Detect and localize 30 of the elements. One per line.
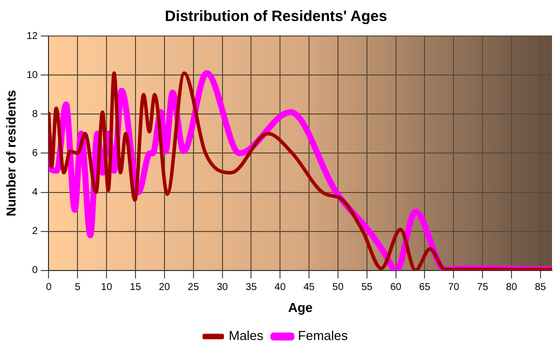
x-tick-label: 55 <box>361 282 373 294</box>
x-axis-title: Age <box>288 300 313 315</box>
x-tick-label: 35 <box>246 282 258 294</box>
x-tick-label: 65 <box>419 282 431 294</box>
x-tick-label: 5 <box>74 282 81 294</box>
x-tick-label: 20 <box>158 282 170 294</box>
x-tick-label: 10 <box>101 282 113 294</box>
x-tick-label: 85 <box>534 282 546 294</box>
x-tick-label: 25 <box>188 282 200 294</box>
x-tick-label: 15 <box>130 282 142 294</box>
x-tick-label: 75 <box>477 282 489 294</box>
x-tick-label: 60 <box>390 282 402 294</box>
x-tick-label: 45 <box>303 282 316 294</box>
y-tick-label: 8 <box>32 108 38 120</box>
y-tick-label: 0 <box>32 265 38 276</box>
y-tick-label: 10 <box>26 70 38 81</box>
x-tick-label: 40 <box>274 282 286 294</box>
x-tick-label: 30 <box>216 282 228 294</box>
legend-label: Males <box>228 328 264 344</box>
legend-label: Females <box>298 328 348 344</box>
y-axis-title: Number of residents <box>3 90 18 216</box>
x-tick-label: 70 <box>448 282 460 294</box>
x-tick-label: 50 <box>332 282 344 294</box>
chart-title: Distribution of Residents' Ages <box>164 8 388 26</box>
y-tick-label: 12 <box>26 30 38 42</box>
x-tick-label: 0 <box>46 282 52 294</box>
y-tick-label: 4 <box>32 187 38 198</box>
y-tick-label: 6 <box>32 148 38 159</box>
x-tick-label: 80 <box>506 282 518 294</box>
y-tick-label: 2 <box>32 226 38 238</box>
